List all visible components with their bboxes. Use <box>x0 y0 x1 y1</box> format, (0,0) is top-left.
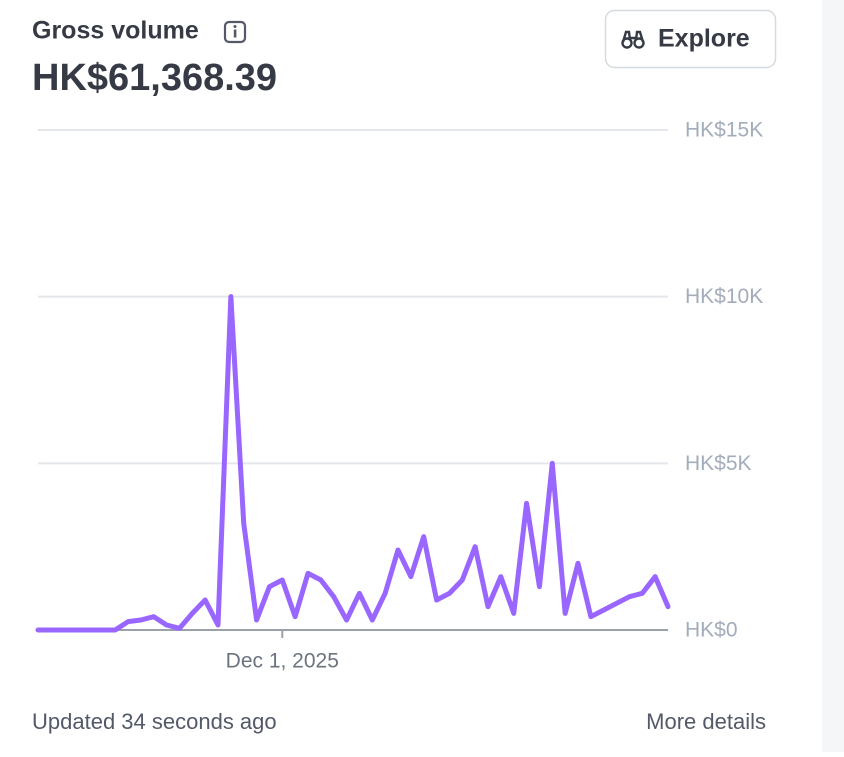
side-strip <box>822 0 844 752</box>
y-tick-label: HK$10K <box>685 285 763 308</box>
explore-button[interactable]: Explore <box>604 9 777 69</box>
updated-text: Updated 34 seconds ago <box>32 709 277 734</box>
y-tick-label: HK$15K <box>685 119 763 142</box>
more-details[interactable]: More details <box>646 709 766 734</box>
line <box>35 294 671 633</box>
title: Gross volume <box>32 17 199 45</box>
info-icon[interactable] <box>223 20 247 44</box>
y-tick-label: HK$0 <box>685 619 738 642</box>
button-label[interactable]: Explore <box>658 25 750 53</box>
y-tick-label: HK$5K <box>685 452 752 475</box>
x-tick-label: Dec 1, 2025 <box>226 650 339 673</box>
total: HK$61,368.39 <box>32 57 277 99</box>
